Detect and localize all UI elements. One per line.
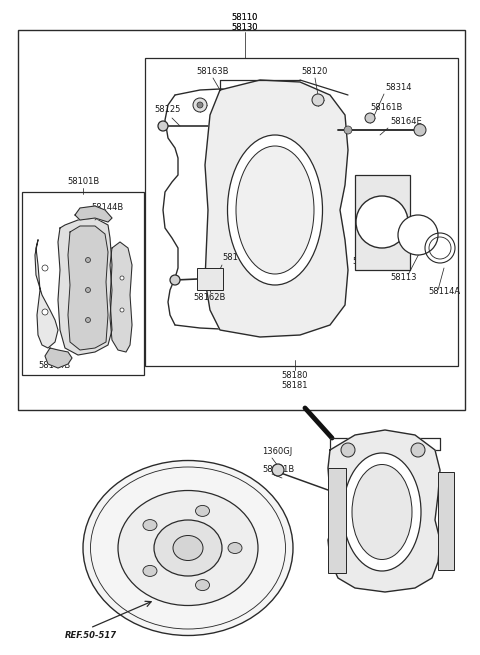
Ellipse shape [143,565,157,576]
Ellipse shape [154,520,222,576]
Bar [197,268,223,290]
Text: 58112: 58112 [352,257,378,267]
Ellipse shape [143,519,157,531]
Polygon shape [58,218,112,355]
Ellipse shape [228,135,323,285]
Ellipse shape [228,542,242,553]
Ellipse shape [352,464,412,559]
Ellipse shape [356,196,408,248]
Circle shape [193,98,207,112]
Circle shape [414,124,426,136]
Circle shape [272,464,284,476]
Ellipse shape [118,491,258,605]
Text: 58130: 58130 [232,24,258,33]
Text: 58181: 58181 [282,381,308,390]
Polygon shape [75,206,112,222]
Bar [18,30,465,410]
Text: 58144B: 58144B [38,360,70,369]
Text: 58101B: 58101B [67,178,99,187]
Circle shape [411,443,425,457]
Text: REF.50-517: REF.50-517 [65,631,117,639]
Circle shape [85,288,91,293]
Circle shape [120,308,124,312]
Circle shape [197,102,203,108]
Ellipse shape [173,536,203,561]
Circle shape [85,257,91,263]
Polygon shape [110,242,132,352]
Circle shape [42,265,48,271]
Ellipse shape [398,215,438,255]
Text: 58120: 58120 [302,67,328,77]
Text: 58125: 58125 [155,105,181,115]
Ellipse shape [195,580,210,591]
Text: 58114A: 58114A [428,288,460,297]
Text: 58110: 58110 [232,14,258,22]
Circle shape [42,309,48,315]
Ellipse shape [343,453,421,571]
Text: 58162B: 58162B [194,293,226,303]
Circle shape [120,276,124,280]
Bar [328,468,346,573]
Bar [438,472,454,570]
Circle shape [341,443,355,457]
Text: 1360GJ: 1360GJ [262,447,292,457]
Text: 58164E: 58164E [390,117,422,126]
Ellipse shape [83,460,293,635]
Circle shape [365,113,375,123]
Text: 58130: 58130 [232,24,258,33]
Polygon shape [45,348,72,368]
Circle shape [312,94,324,106]
Circle shape [85,318,91,322]
Circle shape [344,126,352,134]
Ellipse shape [195,506,210,516]
Polygon shape [68,226,108,350]
Text: 58314: 58314 [385,83,411,92]
Text: 58113: 58113 [390,274,417,282]
Polygon shape [205,80,348,337]
Text: 58180: 58180 [282,371,308,379]
Ellipse shape [236,146,314,274]
Polygon shape [328,430,440,592]
Text: 58163B: 58163B [197,67,229,77]
Polygon shape [35,240,58,348]
Text: 58144B: 58144B [92,204,124,212]
Bar [22,192,144,375]
Bar [145,58,458,366]
Text: 58110: 58110 [232,14,258,22]
Text: 58151B: 58151B [262,466,294,474]
Text: 58161B: 58161B [370,103,402,113]
Bar [355,175,410,270]
Circle shape [170,275,180,285]
Text: 58164E: 58164E [222,253,254,263]
Circle shape [158,121,168,131]
